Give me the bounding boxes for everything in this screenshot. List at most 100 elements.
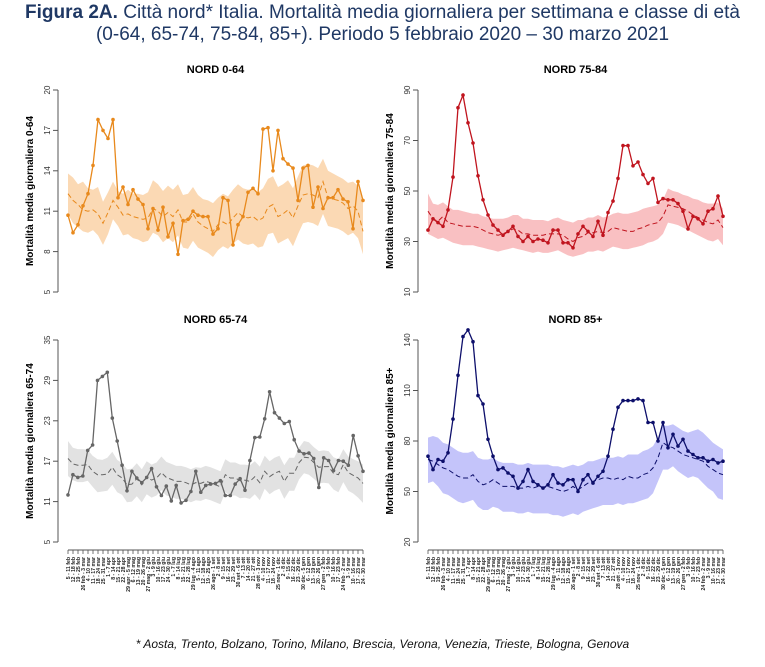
x-tick-label: 16 - 22 set [226,557,232,582]
x-tick-label: 26 feb - 3 mar [441,557,447,590]
observed-point [149,466,154,471]
observed-point [326,195,330,200]
x-tick-label: 11 - 17 nov [626,557,632,584]
observed-point [496,467,500,472]
observed-point [243,488,247,492]
observed-point [71,230,75,235]
chart-title: NORD 75-84 [544,64,608,76]
observed-point [341,197,345,201]
figure-title-line1: Città nord* Italia. Mortalità media gior… [117,2,740,23]
expected-line [427,441,724,493]
observed-point [721,459,725,463]
chart-title: NORD 65-74 [184,314,248,326]
observed-point [471,141,475,145]
x-tick-label: 26 feb - 3 mar [81,557,87,590]
observed-point [571,246,575,250]
x-tick-label: 6 - 12 gen [306,557,312,581]
x-tick-label: 28 ott - 3 nov [256,557,262,589]
x-tick-label: 4 - 10 nov [261,557,267,581]
observed-point [671,432,675,437]
observed-point [292,437,297,442]
observed-point [287,419,292,424]
observed-point [286,162,290,166]
observed-point [711,206,715,211]
x-tick-label: 3 - 9 feb [686,557,692,577]
observed-point [586,229,590,234]
x-tick-label: 24 feb - 2 mar [701,557,707,590]
expected-line [427,204,724,243]
observed-point [256,191,260,196]
observed-point [156,228,160,232]
y-tick-label: 17 [43,125,52,134]
observed-point [218,478,223,483]
x-tick-label: 15 - 21 apr [116,557,122,583]
observed-point [176,252,180,257]
observed-point [706,459,710,463]
x-tick-label: 6 - 12 gen [666,557,672,581]
x-tick-label: 11 - 17 mar [91,557,97,584]
observed-point [141,202,145,207]
observed-point [90,443,95,447]
observed-point [661,196,665,201]
x-tick-label: 1 - 7 lug [531,557,537,577]
observed-point [85,448,90,453]
observed-point [351,433,356,438]
observed-line [67,117,364,255]
observed-point [159,493,164,498]
observed-point [606,210,610,215]
observed-point [541,238,545,242]
x-tick-label: 24 - 30 giu [526,557,532,582]
observed-point [302,452,306,456]
x-tick-label: 15 - 21 lug [541,557,547,582]
x-tick-label: 22 - 28 apr [121,557,127,583]
observed-point [501,466,505,470]
observed-point [95,378,100,383]
observed-point [100,374,105,379]
y-tick-label: 140 [403,333,412,347]
x-tick-label: 1 - 7 apr [106,557,112,577]
observed-point [646,420,650,425]
y-tick-label: 11 [43,497,52,506]
observed-point [486,213,490,217]
observed-point [326,458,331,463]
x-tick-label: 26 ago - 1 set [571,557,577,590]
observed-point [431,467,435,472]
observed-point [321,456,326,460]
observed-point [164,484,169,488]
x-tick-label: 5 - 11 feb [426,557,432,579]
observed-point [321,206,325,211]
observed-point [576,489,580,494]
observed-point [115,439,119,443]
observed-point [701,456,705,460]
x-tick-label: 17 - 23 giu [161,557,167,582]
x-tick-label: 17 - 23 feb [336,557,342,582]
observed-point [711,457,715,462]
x-tick-label: 18 - 24 mar [96,557,102,584]
x-tick-label: 15 - 21 lug [181,557,187,582]
x-tick-label: 8 - 14 apr [111,557,117,580]
observed-point [561,241,565,245]
observed-point [106,136,110,141]
observed-point [691,214,695,219]
observed-point [346,463,351,467]
observed-point [277,416,282,420]
observed-point [641,172,645,177]
observed-point [651,420,655,425]
x-tick-label: 8 - 14 lug [536,557,542,580]
x-tick-label: 29 apr - 5 mag [126,557,132,592]
x-tick-label: 1 - 7 lug [171,557,177,577]
x-tick-label: 24 - 30 mar [361,557,367,584]
observed-point [696,217,700,221]
observed-point [591,234,595,239]
observed-point [516,234,520,239]
observed-point [541,486,545,490]
x-tick-label: 21 - 27 ott [611,557,617,581]
x-tick-label: 22 - 28 apr [481,557,487,583]
observed-point [616,405,620,410]
observed-point [110,416,115,420]
x-tick-label: 20 - 26 mag [141,557,147,585]
x-tick-label: 3 - 9 mar [706,557,712,578]
observed-point [531,239,535,244]
observed-point [76,222,80,227]
observed-point [486,437,490,442]
